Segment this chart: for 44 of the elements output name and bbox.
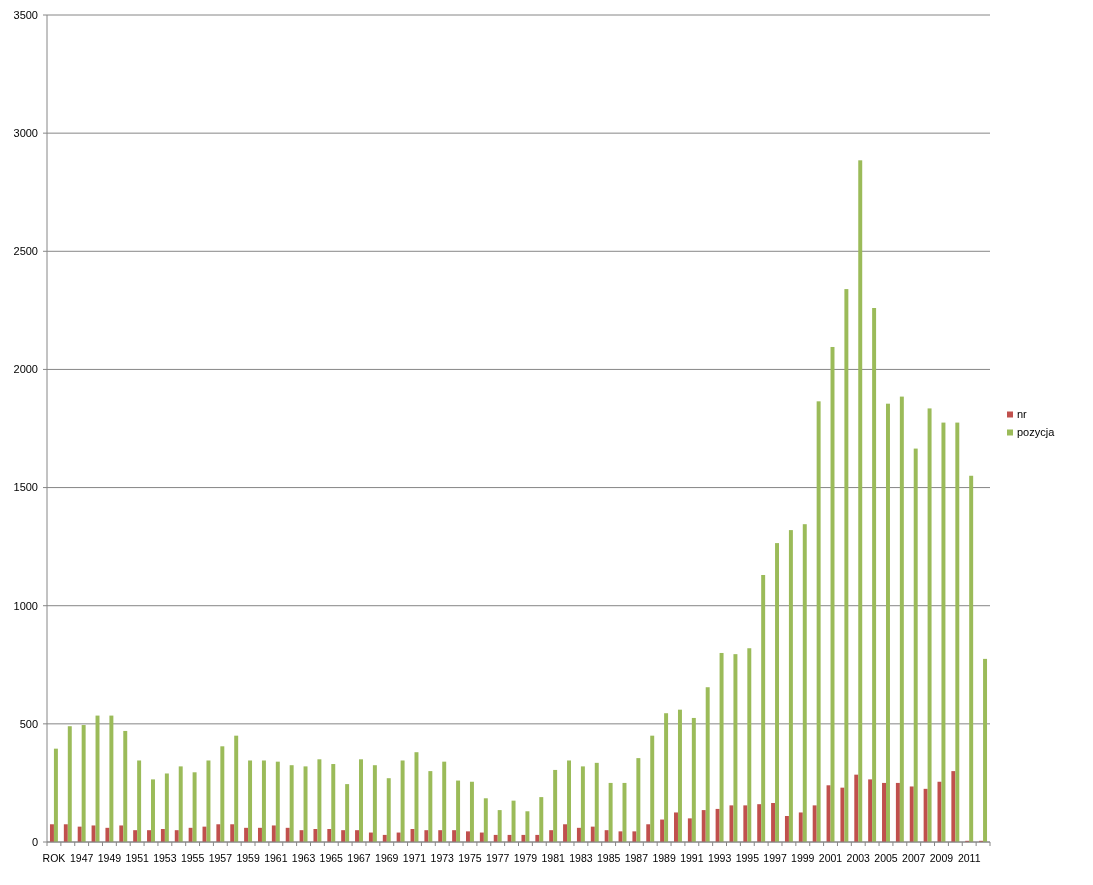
x-tick-label: 1951 <box>125 852 149 864</box>
x-tick-label: 1989 <box>652 852 676 864</box>
x-tick-label: 1997 <box>763 852 787 864</box>
x-tick-label: 2011 <box>957 852 981 864</box>
y-tick-label: 3000 <box>13 126 38 139</box>
legend-label: pozycja <box>1017 426 1056 439</box>
y-tick-label: 1500 <box>13 481 38 494</box>
x-tick-label: 1965 <box>319 852 344 864</box>
y-tick-label: 500 <box>19 717 38 730</box>
y-tick-label: 3500 <box>13 8 38 21</box>
x-tick-label: 1961 <box>264 852 288 864</box>
x-tick-label: 1991 <box>680 852 704 864</box>
x-tick-label: 1979 <box>513 852 538 864</box>
x-tick-label: 1995 <box>735 852 760 864</box>
y-tick-label: 2500 <box>13 245 38 258</box>
x-tick-label: 1967 <box>347 852 371 864</box>
y-tick-label: 2000 <box>13 363 38 376</box>
x-tick-label: 1947 <box>69 852 94 864</box>
x-tick-label: 1981 <box>541 852 566 864</box>
x-tick-label: 1987 <box>624 852 649 864</box>
x-tick-label: 1955 <box>180 852 205 864</box>
x-tick-label: 1969 <box>375 852 399 864</box>
x-tick-label: 1949 <box>97 852 122 864</box>
x-tick-label: ROK <box>42 852 66 864</box>
x-tick-label: 1971 <box>402 852 427 864</box>
x-tick-label: 1959 <box>236 852 260 864</box>
x-tick-label: 1999 <box>791 852 815 864</box>
x-tick-label: 1957 <box>208 852 233 864</box>
x-tick-label: 1977 <box>486 852 510 864</box>
x-tick-label: 1975 <box>458 852 482 864</box>
x-tick-label: 2001 <box>818 852 843 864</box>
x-tick-label: 2005 <box>874 852 898 864</box>
legend-label: nr <box>1017 408 1028 421</box>
x-tick-label: 1993 <box>707 852 732 864</box>
x-tick-label: 1983 <box>569 852 593 864</box>
x-tick-label: 1985 <box>596 852 621 864</box>
x-tick-label: 1973 <box>430 852 455 864</box>
x-tick-label: 2003 <box>846 852 871 864</box>
x-tick-label: 2007 <box>902 852 926 864</box>
y-tick-label: 0 <box>31 835 38 848</box>
x-tick-label: 1963 <box>291 852 316 864</box>
x-tick-label: 1953 <box>153 852 177 864</box>
y-tick-label: 1000 <box>13 599 38 612</box>
x-tick-label: 2009 <box>929 852 954 864</box>
